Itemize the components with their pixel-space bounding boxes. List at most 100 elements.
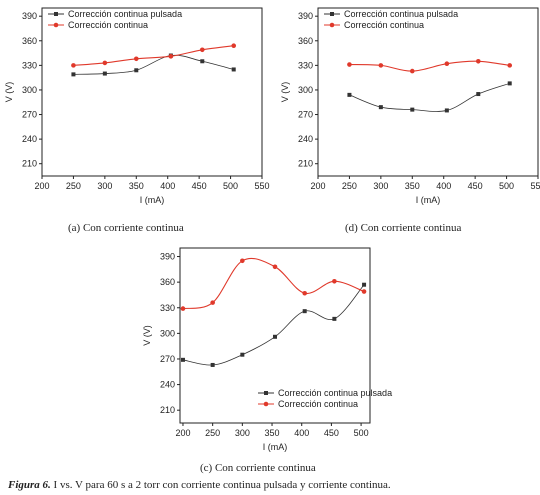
plot-frame xyxy=(317,7,539,177)
data-point-continua xyxy=(272,264,278,270)
data-point-continua xyxy=(133,56,139,62)
figure-caption-label: Figura 6. xyxy=(8,479,51,491)
data-point-continua xyxy=(102,60,108,66)
data-point-pulsada xyxy=(410,107,415,112)
data-point-pulsada xyxy=(347,92,352,97)
plot-frame xyxy=(179,247,371,424)
x-tick-label: 500 xyxy=(223,181,238,191)
data-point-pulsada xyxy=(362,282,367,287)
x-tick-label: 450 xyxy=(324,428,339,438)
data-point-continua xyxy=(409,68,415,74)
data-point-continua xyxy=(507,63,513,68)
data-point-pulsada xyxy=(476,92,481,97)
x-tick-label: 250 xyxy=(205,428,220,438)
data-point-continua xyxy=(231,43,237,48)
data-point-pulsada xyxy=(444,108,449,113)
caption-chart-a: (a) Con corriente continua xyxy=(68,222,184,234)
data-point-pulsada xyxy=(200,59,205,64)
data-point-pulsada xyxy=(71,72,76,77)
x-tick-label: 550 xyxy=(254,181,269,191)
x-axis-label: I (mA) xyxy=(263,442,288,452)
data-point-continua xyxy=(71,63,76,68)
series-line-pulsada xyxy=(73,54,234,75)
data-point-pulsada xyxy=(210,362,215,367)
series-line-pulsada xyxy=(182,284,365,366)
caption-chart-d: (d) Con corriente continua xyxy=(345,222,462,234)
x-tick-label: 450 xyxy=(192,181,207,191)
y-tick-label: 270 xyxy=(22,110,37,120)
data-point-continua xyxy=(361,289,367,294)
legend-marker xyxy=(54,12,58,16)
plot-frame xyxy=(41,7,263,177)
y-tick-label: 210 xyxy=(160,405,175,415)
legend-label: Corrección continua xyxy=(68,20,148,30)
series-line-pulsada xyxy=(349,83,510,112)
y-axis-label: V (V) xyxy=(4,82,14,103)
x-tick-label: 200 xyxy=(34,181,49,191)
data-point-continua xyxy=(168,54,174,59)
figure-caption: Figura 6. I vs. V para 60 s a 2 torr con… xyxy=(8,479,391,491)
legend-marker xyxy=(263,401,269,407)
series-line-continua xyxy=(349,60,510,72)
legend-marker xyxy=(53,22,59,28)
legend-label: Corrección continua xyxy=(344,20,424,30)
y-tick-label: 210 xyxy=(298,159,313,169)
x-tick-label: 400 xyxy=(294,428,309,438)
x-tick-label: 250 xyxy=(66,181,81,191)
data-point-pulsada xyxy=(102,71,107,76)
data-point-pulsada xyxy=(378,105,383,110)
y-axis-label: V (V) xyxy=(280,82,290,103)
data-point-pulsada xyxy=(180,357,185,362)
data-point-pulsada xyxy=(507,81,512,86)
figure-caption-text: I vs. V para 60 s a 2 torr con corriente… xyxy=(50,479,391,491)
series-line-continua xyxy=(73,45,234,66)
x-tick-label: 550 xyxy=(530,181,540,191)
x-axis-label: I (mA) xyxy=(416,195,441,205)
x-tick-label: 200 xyxy=(175,428,190,438)
x-tick-label: 300 xyxy=(235,428,250,438)
y-tick-label: 360 xyxy=(22,36,37,46)
data-point-continua xyxy=(332,278,337,284)
x-tick-label: 300 xyxy=(373,181,388,191)
legend-marker xyxy=(264,391,268,395)
y-tick-label: 300 xyxy=(298,85,313,95)
x-tick-label: 450 xyxy=(468,181,483,191)
y-tick-label: 390 xyxy=(22,11,37,21)
y-tick-label: 240 xyxy=(160,380,175,390)
y-tick-label: 390 xyxy=(160,252,175,262)
y-axis-label: V (V) xyxy=(142,325,152,346)
data-point-pulsada xyxy=(302,309,307,314)
legend-label: Corrección continua pulsada xyxy=(68,9,182,19)
y-tick-label: 330 xyxy=(298,60,313,70)
y-tick-label: 300 xyxy=(22,85,37,95)
x-tick-label: 350 xyxy=(265,428,280,438)
y-tick-label: 360 xyxy=(298,36,313,46)
chart-c: 200 250 300 350 400 450 500 210 240 270 300 330 360 3… xyxy=(142,247,392,452)
y-tick-label: 270 xyxy=(160,354,175,364)
legend-label: Corrección continua pulsada xyxy=(278,388,392,398)
data-point-continua xyxy=(378,63,384,68)
data-point-pulsada xyxy=(134,68,139,73)
x-tick-label: 500 xyxy=(499,181,514,191)
y-tick-label: 330 xyxy=(22,60,37,70)
data-point-continua xyxy=(180,306,186,311)
data-point-continua xyxy=(210,300,215,305)
data-point-pulsada xyxy=(332,316,337,321)
y-tick-label: 240 xyxy=(22,134,37,144)
y-tick-label: 300 xyxy=(160,328,175,338)
x-tick-label: 400 xyxy=(160,181,175,191)
y-tick-label: 360 xyxy=(160,277,175,287)
data-point-continua xyxy=(444,61,450,67)
data-point-pulsada xyxy=(240,352,245,357)
chart-d: 200 250 300 350 400 450 500 550 210 240 270 300 330 3… xyxy=(280,7,540,205)
y-tick-label: 210 xyxy=(22,159,37,169)
y-tick-label: 390 xyxy=(298,11,313,21)
data-point-continua xyxy=(199,47,205,53)
x-tick-label: 400 xyxy=(436,181,451,191)
y-tick-label: 330 xyxy=(160,303,175,313)
legend-marker xyxy=(329,22,335,28)
x-axis-label: I (mA) xyxy=(140,195,165,205)
y-tick-label: 270 xyxy=(298,110,313,120)
data-point-pulsada xyxy=(231,67,236,72)
